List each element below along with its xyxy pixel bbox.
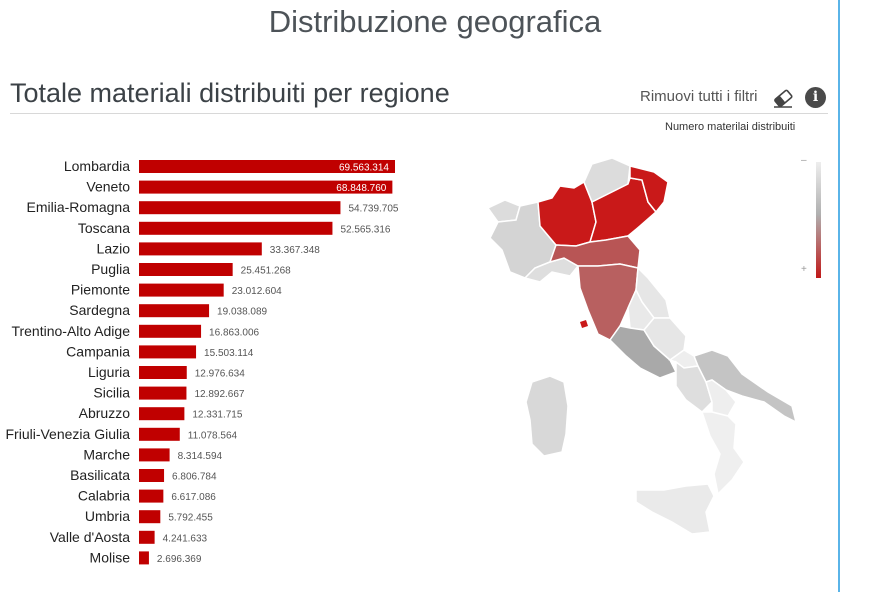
data-label: 68.848.760	[336, 183, 386, 194]
category-label: Calabria	[78, 488, 130, 504]
bar[interactable]	[139, 345, 197, 359]
category-label: Liguria	[88, 364, 130, 380]
category-label: Puglia	[91, 261, 130, 277]
info-icon[interactable]: i	[805, 87, 826, 108]
region-valle-d-aosta	[486, 199, 521, 223]
bar[interactable]	[139, 242, 262, 256]
page-title: Distribuzione geografica	[268, 4, 602, 39]
region-elba	[580, 320, 588, 328]
data-label: 6.806.784	[172, 472, 217, 483]
category-label: Abruzzo	[79, 405, 131, 421]
category-label: Trentino-Alto Adige	[11, 323, 130, 339]
bar[interactable]	[139, 489, 164, 503]
category-label: Molise	[90, 549, 131, 565]
bar[interactable]	[139, 469, 165, 482]
category-label: Piemonte	[71, 282, 130, 298]
category-label: Sardegna	[69, 302, 130, 318]
data-label: 33.367.348	[270, 245, 320, 256]
region-calabria	[700, 411, 745, 496]
legend-max-symbol: +	[801, 264, 807, 275]
data-label: 2.696.369	[157, 554, 202, 565]
region-sicilia	[635, 483, 715, 535]
region-basilicata	[705, 379, 737, 417]
data-label: 6.617.086	[171, 492, 216, 503]
bar[interactable]	[139, 201, 341, 215]
data-label: 8.314.594	[178, 451, 223, 462]
eraser-icon[interactable]	[772, 87, 794, 114]
data-label: 16.863.006	[209, 327, 259, 338]
data-label: 19.038.089	[217, 307, 267, 318]
category-label: Friuli-Venezia Giulia	[6, 426, 131, 442]
bar[interactable]	[139, 221, 333, 235]
category-label: Lazio	[97, 240, 131, 256]
category-label: Basilicata	[70, 467, 130, 483]
data-label: 52.565.316	[340, 224, 390, 235]
map-legend-gradient	[816, 162, 821, 278]
data-label: 4.241.633	[163, 533, 208, 544]
section-title: Totale materiali distribuiti per regione	[10, 78, 450, 108]
legend-min-symbol: –	[801, 155, 807, 166]
bar[interactable]	[139, 180, 393, 194]
bar-chart: Lombardia 69.563.314 Veneto 68.848.760 Emili…	[6, 158, 399, 565]
bar[interactable]	[139, 366, 187, 379]
category-label: Marche	[83, 446, 130, 462]
data-label: 23.012.604	[232, 286, 282, 297]
data-label: 25.451.268	[241, 266, 291, 277]
bar[interactable]	[139, 263, 233, 276]
title-divider	[10, 113, 828, 114]
bar[interactable]	[139, 407, 185, 421]
category-label: Sicilia	[93, 385, 130, 401]
category-label: Toscana	[78, 220, 130, 236]
data-label: 15.503.114	[204, 348, 254, 359]
data-label: 5.792.455	[168, 513, 213, 524]
category-label: Umbria	[85, 508, 130, 524]
bar[interactable]	[139, 551, 149, 565]
category-label: Veneto	[86, 179, 130, 195]
italy-map[interactable]	[480, 150, 810, 575]
data-label: 69.563.314	[339, 163, 389, 174]
data-label: 12.331.715	[192, 410, 242, 421]
bar[interactable]	[139, 427, 180, 441]
bar[interactable]	[139, 324, 202, 338]
data-label: 54.739.705	[348, 204, 398, 215]
category-label: Valle d'Aosta	[50, 529, 130, 545]
bar[interactable]	[139, 386, 187, 400]
bar[interactable]	[139, 160, 395, 173]
bar[interactable]	[139, 448, 170, 462]
data-label: 12.976.634	[195, 369, 245, 380]
panel-border	[838, 0, 840, 592]
bar[interactable]	[139, 304, 210, 318]
region-sardegna	[525, 375, 569, 457]
region-toscana	[577, 263, 639, 341]
bar[interactable]	[139, 283, 224, 297]
category-label: Emilia-Romagna	[27, 199, 131, 215]
category-label: Lombardia	[64, 158, 130, 174]
bar[interactable]	[139, 530, 155, 544]
data-label: 12.892.667	[194, 389, 244, 400]
bar[interactable]	[139, 510, 161, 524]
region-friuli	[629, 165, 669, 214]
data-label: 11.078.564	[188, 430, 238, 441]
category-label: Campania	[66, 343, 130, 359]
remove-filters-link[interactable]: Rimuovi tutti i filtri	[640, 88, 758, 105]
map-legend-title: Numero materilai distribuiti	[665, 121, 796, 133]
